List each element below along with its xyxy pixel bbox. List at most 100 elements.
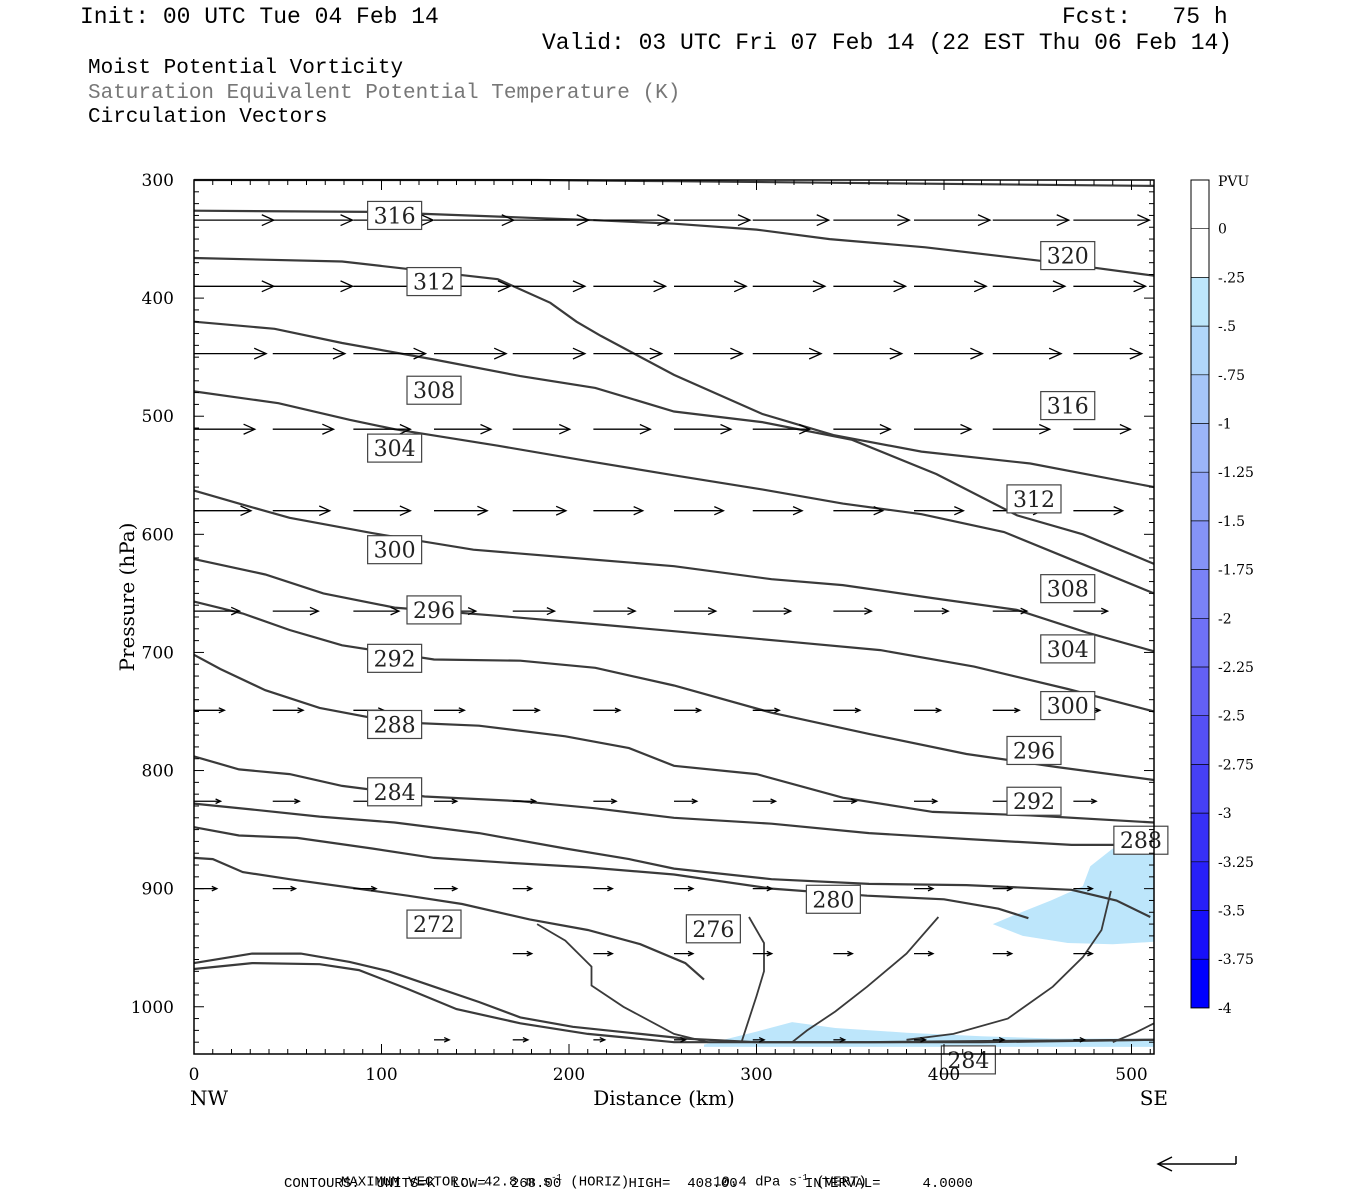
vector-head <box>774 707 781 714</box>
circulation-vector <box>1073 1036 1087 1043</box>
circulation-vector <box>914 280 988 293</box>
colorbar-label: -.25 <box>1218 270 1245 286</box>
vector-head <box>864 607 873 615</box>
circulation-vector <box>1073 214 1151 227</box>
circulation-vector <box>1073 607 1110 615</box>
theta-e-contour-16 <box>791 916 940 1043</box>
vector-head <box>1014 707 1021 714</box>
colorbar-label: -1.25 <box>1218 465 1254 481</box>
contour-label-box <box>1040 690 1096 721</box>
vector-head <box>497 280 512 293</box>
colorbar-swatch <box>1191 910 1209 960</box>
vector-head <box>1101 607 1110 615</box>
contour-label: 276 <box>685 914 741 944</box>
circulation-vector <box>674 707 703 714</box>
contour-label: 284 <box>940 1045 996 1075</box>
contour-label: 280 <box>805 884 861 914</box>
vector-head <box>493 347 508 360</box>
colorbar-label: -.5 <box>1218 319 1236 335</box>
init-time: Init: 00 UTC Tue 04 Feb 14 <box>80 4 439 30</box>
vert-exp: -1 <box>797 1173 808 1183</box>
circulation-vector <box>272 885 298 892</box>
contour-label-text: 312 <box>413 271 455 296</box>
vector-head <box>243 423 257 435</box>
mpv-region-0 <box>992 848 1154 945</box>
circulation-vector <box>752 707 781 714</box>
circulation-vector <box>194 707 226 714</box>
circulation-vector <box>512 505 568 516</box>
horiz-tag: (HORIZ) <box>570 1174 630 1191</box>
contour-label-box <box>805 884 861 914</box>
circulation-vector <box>272 505 332 517</box>
contour-label-text: 292 <box>374 647 416 672</box>
circulation-vector <box>272 606 320 616</box>
contour-label: 296 <box>406 595 462 625</box>
vector-head <box>558 423 572 435</box>
circulation-vector <box>1073 347 1144 360</box>
circulation-vector <box>194 423 257 435</box>
vector-head <box>211 885 219 892</box>
circulation-vector <box>512 707 541 714</box>
contour-label-box <box>1006 484 1062 514</box>
vector-head <box>294 798 301 805</box>
circulation-vector <box>752 347 823 360</box>
circulation-vector <box>833 347 904 360</box>
circulation-vector <box>512 347 587 360</box>
field-title-thetae: Saturation Equivalent Potential Temperat… <box>88 82 681 105</box>
contour-info: CONTOURS: UNITS=K LOW= 268.00 HIGH= 408.… <box>284 1176 973 1192</box>
vector-head <box>766 885 774 892</box>
circulation-vector <box>914 798 939 805</box>
vector-head <box>332 347 347 360</box>
circulation-vector <box>512 607 557 616</box>
vector-head <box>253 347 268 360</box>
horiz-value: 42.8 <box>483 1174 518 1191</box>
vert-unit: dPa s <box>755 1174 798 1191</box>
x-tick-label: 300 <box>740 1065 772 1085</box>
circulation-vector <box>752 280 827 293</box>
circulation-vector <box>1073 280 1148 293</box>
vector-head <box>1052 280 1067 293</box>
circulation-vector <box>914 214 992 227</box>
contour-label-text: 304 <box>374 437 416 462</box>
theta-e-contour-11 <box>193 826 1029 920</box>
vector-head <box>687 885 695 892</box>
circulation-vector <box>1073 885 1094 892</box>
contour-label: 316 <box>1040 390 1096 421</box>
vector-head <box>240 505 253 517</box>
vector-head <box>522 1036 530 1043</box>
contour-label-box <box>406 266 462 297</box>
vector-head <box>783 607 793 615</box>
y-tick-label: 700 <box>142 643 174 663</box>
circulation-vector <box>752 423 812 435</box>
vector-head <box>935 707 943 714</box>
forecast-hour: Fcst: 75 h <box>1062 4 1228 30</box>
theta-e-contour-4 <box>193 390 1155 595</box>
circulation-vector <box>1073 506 1125 516</box>
circulation-vector <box>512 798 538 805</box>
vector-head <box>695 707 703 714</box>
contour-label: 312 <box>406 266 462 297</box>
contour-label: 296 <box>1006 735 1062 766</box>
circulation-vector <box>674 423 733 435</box>
circulation-vector <box>833 280 908 293</box>
circulation-vector <box>674 506 725 516</box>
circulation-vector <box>833 607 873 615</box>
circulation-vector <box>992 214 1071 227</box>
circulation-vector <box>992 950 1014 957</box>
circulation-vector-layer <box>194 214 1151 1043</box>
circulation-vector <box>1073 798 1098 805</box>
circulation-vector <box>992 707 1021 714</box>
y-tick-label: 900 <box>142 880 174 900</box>
circulation-vector <box>353 885 378 892</box>
vector-head <box>977 214 992 227</box>
vector-head <box>1119 423 1132 435</box>
theta-e-contour-14 <box>193 961 1155 1044</box>
vector-head <box>927 950 935 957</box>
circulation-vector <box>194 606 242 616</box>
vector-head <box>657 214 671 227</box>
colorbar-swatch <box>1191 569 1209 619</box>
circulation-vector <box>272 280 355 293</box>
contour-label-text: 304 <box>1047 638 1089 663</box>
vector-head <box>737 214 752 227</box>
